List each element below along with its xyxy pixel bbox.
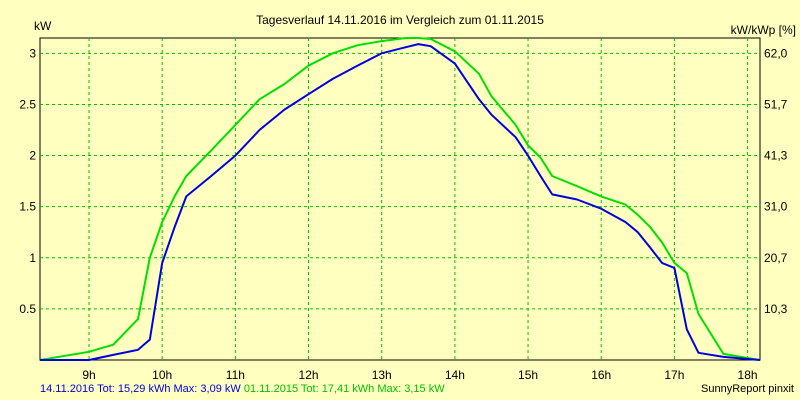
series-line-2: [39, 37, 761, 361]
y-tick-label-left: 0.5: [19, 302, 36, 316]
y-tick-label-left: 1: [29, 251, 36, 265]
grid-lines: [40, 38, 760, 360]
y-tick-label-right: 31,0: [764, 200, 788, 214]
tick-labels: 9h 10h 11h 12h 13h 14h 15h 16h 17h 18h 0.5 10,3 1 20,…: [19, 46, 787, 382]
footer-series1-summary: 14.11.2016 Tot: 15,29 kWh Max: 3,09 kW: [40, 383, 241, 395]
y-tick-label-right: 20,7: [764, 251, 788, 265]
y-tick-label-right: 10,3: [764, 302, 788, 316]
plot-area: [39, 37, 761, 361]
x-tick-label: 11h: [226, 368, 245, 382]
x-tick-label: 10h: [152, 368, 172, 382]
y-axis-left-label: kW: [34, 19, 52, 33]
y-tick-label-left: 3: [29, 46, 36, 60]
y-tick-label-left: 1.5: [19, 200, 36, 214]
x-tick-label: 15h: [518, 368, 538, 382]
x-tick-label: 17h: [664, 368, 684, 382]
series-line-1: [40, 43, 761, 361]
footer-summary: 14.11.2016 Tot: 15,29 kWh Max: 3,09 kW 0…: [40, 383, 445, 395]
x-tick-label: 13h: [372, 368, 392, 382]
footer-series2-summary: 01.11.2015 Tot: 17,41 kWh Max: 3,15 kW: [243, 383, 445, 395]
x-tick-label: 12h: [299, 368, 319, 382]
x-tick-label: 16h: [591, 368, 611, 382]
x-tick-label: 9h: [82, 368, 95, 382]
chart-title: Tagesverlauf 14.11.2016 im Vergleich zum…: [256, 13, 544, 27]
footer-credit: SunnyReport pinxit: [701, 383, 794, 395]
x-tick-label: 18h: [738, 368, 758, 382]
x-tick-label: 14h: [445, 368, 465, 382]
y-axis-right-label: kW/kWp [%]: [731, 23, 796, 37]
y-tick-label-left: 2: [29, 149, 36, 163]
y-tick-label-left: 2.5: [19, 97, 36, 111]
series-lines: [39, 37, 761, 361]
y-tick-label-right: 51,7: [764, 97, 788, 111]
y-tick-label-right: 62,0: [764, 46, 788, 60]
y-tick-label-right: 41,3: [764, 149, 788, 163]
